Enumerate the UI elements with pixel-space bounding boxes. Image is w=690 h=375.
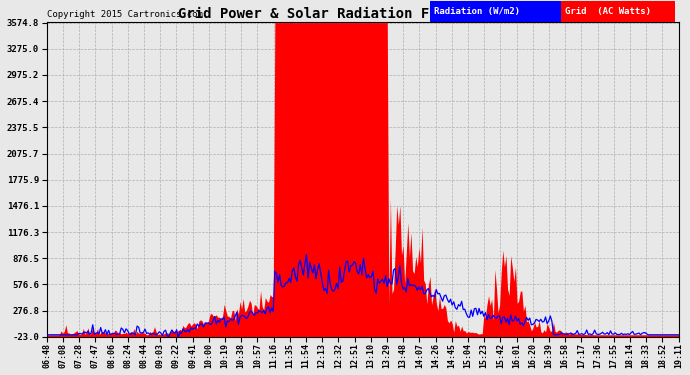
Text: Grid  (AC Watts): Grid (AC Watts) bbox=[564, 8, 651, 16]
Title: Grid Power & Solar Radiation Fri Apr 3 19:16: Grid Power & Solar Radiation Fri Apr 3 1… bbox=[179, 7, 547, 21]
Text: Copyright 2015 Cartronics.com: Copyright 2015 Cartronics.com bbox=[47, 9, 203, 18]
Text: Radiation (W/m2): Radiation (W/m2) bbox=[433, 8, 520, 16]
